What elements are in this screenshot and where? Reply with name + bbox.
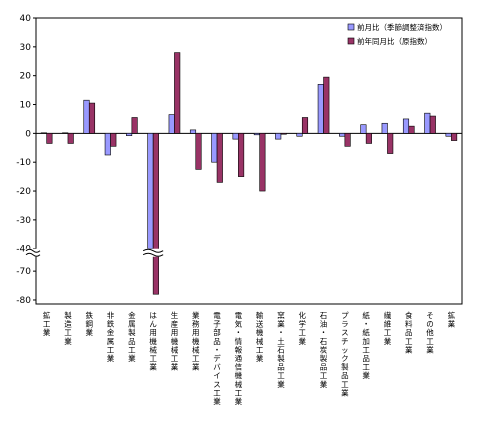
category-label: 金属製品工業 — [128, 310, 136, 363]
bar-mom — [253, 133, 260, 136]
category-label: はん用機械工業 — [149, 311, 157, 372]
bar-mom — [168, 114, 175, 134]
category-label: 鉄鋼業 — [86, 310, 94, 337]
bar-mom — [402, 118, 410, 134]
bar-yoy — [280, 133, 287, 135]
category-label: 輸送機械工業 — [256, 310, 264, 363]
bar-break-mark — [142, 252, 164, 257]
axis-break-mark — [25, 252, 41, 257]
category-label: 製造工業 — [64, 310, 72, 346]
bar-mom — [147, 133, 154, 250]
y-tick-label: 30 — [20, 43, 32, 53]
plot-area — [35, 17, 463, 305]
legend-swatch — [347, 37, 355, 45]
legend-label: 前月比（季節調整済指数） — [357, 22, 447, 32]
bar-mom — [296, 133, 303, 137]
category-label: 電子部品・デバイス工業 — [213, 311, 221, 406]
bar-yoy — [451, 133, 458, 141]
bar-mom — [189, 129, 197, 134]
category-label: 鉱工業 — [43, 310, 51, 337]
bar-mom — [360, 124, 367, 134]
legend-label: 前年同月比（原指数） — [357, 36, 432, 46]
y-tick-label: -30 — [16, 216, 31, 226]
legend: 前月比（季節調整済指数） 前年同月比（原指数） — [347, 22, 447, 46]
category-label: 紙・紙加工品工業 — [362, 310, 370, 380]
bar-yoy — [46, 133, 53, 144]
y-tick-label: -80 — [16, 296, 31, 306]
category-label: 化学工業 — [299, 310, 307, 346]
category-label: 生産用機械工業 — [171, 310, 179, 372]
bar-yoy — [174, 52, 181, 134]
bar-mom — [445, 133, 452, 137]
bar-yoy — [344, 133, 351, 147]
bar-yoy — [429, 115, 436, 134]
category-label: 非鉄金属工業 — [107, 310, 115, 363]
axis-break-marks — [25, 248, 164, 257]
bar-yoy — [131, 117, 138, 134]
y-tick-label: -70 — [16, 267, 31, 277]
bar-break-gap — [143, 248, 164, 257]
bar-mom — [211, 133, 218, 163]
bar-yoy — [216, 133, 223, 183]
y-tick-label: 40 — [20, 14, 32, 24]
bar-mom — [424, 112, 431, 134]
bar-mom — [83, 99, 90, 134]
category-label: 電気・情報通信機械工業 — [235, 311, 243, 406]
bar-yoy — [387, 133, 394, 154]
category-label: 繊維工業 — [384, 310, 392, 346]
bar-mom — [339, 133, 346, 137]
category-label: 食料品工業 — [405, 310, 413, 354]
y-tick-label: -40 — [16, 245, 31, 255]
bar-yoy — [323, 76, 330, 134]
axis-break-mark — [25, 248, 41, 253]
y-axis-ticks: 40 30 20 10 0 -10 -20 -30 -40 -70 -80 — [16, 14, 36, 306]
bar-mom — [40, 132, 47, 134]
category-label: 窯業・土石製品工業 — [277, 310, 285, 389]
bar-yoy — [301, 117, 309, 134]
bar-break-mark — [142, 248, 164, 253]
axis-break-gap — [26, 248, 40, 257]
bar-yoy — [195, 133, 202, 170]
bar-yoy — [88, 102, 96, 134]
bar-mom — [62, 132, 69, 134]
bar-mom — [381, 122, 388, 134]
legend-swatch — [347, 23, 355, 31]
category-label: 石油・石炭製品工業 — [320, 311, 328, 389]
category-label: その他工業 — [426, 311, 434, 354]
y-tick-label: 10 — [20, 101, 32, 111]
y-tick-label: 20 — [20, 72, 32, 82]
bars — [40, 52, 458, 295]
bar-yoy — [110, 133, 117, 147]
bar-yoy — [408, 125, 415, 134]
y-tick-label: -10 — [16, 158, 31, 168]
category-label: プラスチック製品工業 — [341, 311, 349, 397]
category-label: 鉱業 — [448, 310, 456, 329]
bar-mom — [275, 133, 282, 140]
bar-yoy — [259, 133, 266, 192]
bar-mom — [317, 84, 324, 134]
y-tick-label: 0 — [25, 129, 31, 139]
bar-yoy — [67, 133, 74, 144]
bar-yoy — [365, 133, 372, 144]
bar-mom — [126, 133, 133, 136]
category-label: 業務用機械工業 — [192, 310, 200, 372]
y-tick-label: -20 — [16, 187, 31, 197]
bar-yoy — [152, 133, 159, 295]
bar-yoy — [238, 133, 245, 177]
category-labels: 鉱工業 製造工業 鉄鋼業 非鉄金属工業 金属製品工業 はん用機械工業 生産用機械工業 業務用機… — [43, 310, 456, 406]
bar-mom — [104, 133, 111, 156]
bar-mom — [232, 133, 239, 140]
